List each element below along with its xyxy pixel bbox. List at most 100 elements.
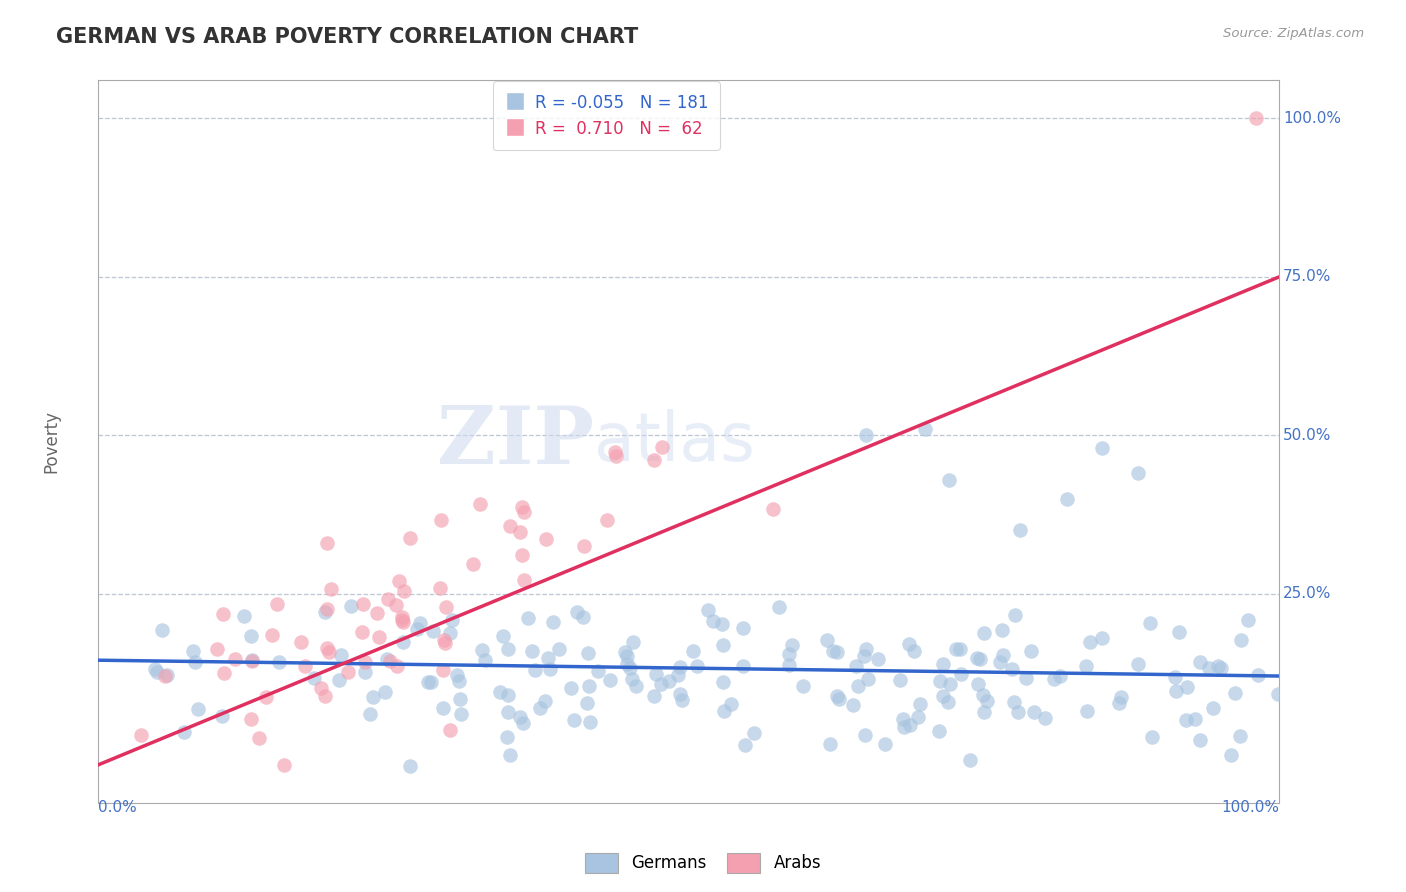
Point xyxy=(211,708,233,723)
Point xyxy=(1042,673,1064,687)
Point xyxy=(302,671,325,685)
Point xyxy=(340,599,363,614)
Point xyxy=(416,675,439,690)
Point xyxy=(488,685,510,699)
Point xyxy=(254,690,277,704)
Point xyxy=(616,648,638,663)
Point xyxy=(510,548,533,562)
Point xyxy=(1230,633,1253,648)
Point xyxy=(605,449,627,463)
Point xyxy=(990,623,1012,637)
Point xyxy=(945,642,967,657)
Point xyxy=(903,644,925,658)
Point xyxy=(548,641,571,656)
Point xyxy=(650,677,672,691)
Point xyxy=(578,646,600,660)
Point xyxy=(495,730,517,744)
Point xyxy=(359,707,381,722)
Point xyxy=(524,663,547,677)
Point xyxy=(1091,441,1114,455)
Point xyxy=(565,605,588,619)
Point xyxy=(855,428,877,442)
Point xyxy=(973,626,995,640)
Point xyxy=(614,645,637,659)
Point xyxy=(409,615,432,630)
Point xyxy=(938,695,960,709)
Point xyxy=(815,632,838,647)
Text: Source: ZipAtlas.com: Source: ZipAtlas.com xyxy=(1223,27,1364,40)
Point xyxy=(768,599,790,614)
Point xyxy=(1056,491,1078,506)
Point xyxy=(651,440,673,454)
Point xyxy=(575,696,598,710)
Legend: R = -0.055   N = 181, R =  0.710   N =  62: R = -0.055 N = 181, R = 0.710 N = 62 xyxy=(494,81,720,150)
Point xyxy=(893,720,915,734)
Point xyxy=(538,662,561,676)
Point xyxy=(434,636,457,650)
Point xyxy=(1074,659,1097,673)
Point xyxy=(432,663,454,677)
Point xyxy=(184,655,207,669)
Point xyxy=(294,658,316,673)
Point xyxy=(388,574,411,589)
Point xyxy=(314,689,336,703)
Point xyxy=(1168,625,1191,640)
Point xyxy=(734,738,756,752)
Point xyxy=(1229,729,1251,743)
Point xyxy=(846,680,869,694)
Point xyxy=(471,642,494,657)
Point xyxy=(391,610,413,624)
Point xyxy=(509,525,531,540)
Point xyxy=(240,653,263,667)
Point xyxy=(574,540,596,554)
Point xyxy=(972,688,994,702)
Point xyxy=(720,698,742,712)
Point xyxy=(429,581,451,595)
Point xyxy=(1004,608,1026,623)
Point xyxy=(914,422,936,436)
Point xyxy=(1202,701,1225,715)
Point xyxy=(377,592,399,607)
Point xyxy=(387,659,409,673)
Point xyxy=(273,758,295,772)
Point xyxy=(314,605,336,619)
Point xyxy=(1091,631,1114,645)
Point xyxy=(430,513,453,527)
Point xyxy=(432,700,454,714)
Point xyxy=(367,630,389,644)
Point xyxy=(1140,730,1163,744)
Point xyxy=(513,505,536,519)
Point xyxy=(392,583,415,598)
Point xyxy=(1007,705,1029,719)
Point xyxy=(529,701,551,715)
Point xyxy=(509,710,531,724)
Point xyxy=(645,666,668,681)
Point xyxy=(406,622,429,636)
Point xyxy=(988,655,1011,669)
Point xyxy=(560,681,582,695)
Point xyxy=(889,673,911,687)
Point xyxy=(1015,671,1038,685)
Text: GERMAN VS ARAB POVERTY CORRELATION CHART: GERMAN VS ARAB POVERTY CORRELATION CHART xyxy=(56,27,638,46)
Point xyxy=(624,679,647,693)
Point xyxy=(391,615,413,629)
Point xyxy=(969,652,991,666)
Point xyxy=(328,673,350,688)
Point xyxy=(780,638,803,652)
Point xyxy=(449,692,471,706)
Text: atlas: atlas xyxy=(595,409,755,475)
Point xyxy=(1174,713,1197,727)
Point xyxy=(378,654,401,668)
Point xyxy=(1184,713,1206,727)
Point xyxy=(391,613,413,627)
Point xyxy=(1246,667,1268,681)
Point xyxy=(441,613,464,627)
Point xyxy=(439,626,461,640)
Point xyxy=(1225,686,1247,700)
Point xyxy=(363,690,385,705)
Point xyxy=(392,635,415,649)
Point xyxy=(578,714,600,729)
Point xyxy=(537,651,560,665)
Point xyxy=(398,759,420,773)
Point xyxy=(643,453,665,467)
